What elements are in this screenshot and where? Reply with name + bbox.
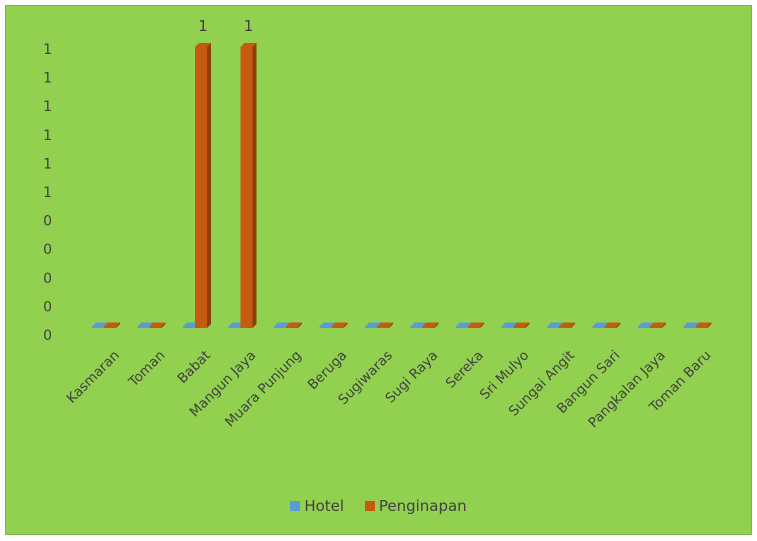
bar-penginapan-muara-punjung	[286, 322, 302, 328]
bar-penginapan-toman	[149, 322, 166, 328]
bar-penginapan-bangun-sari	[604, 322, 621, 328]
bar-penginapan-sri-mulyo	[513, 322, 530, 328]
y-tick-label: 0	[43, 299, 52, 315]
y-tick-label: 1	[43, 99, 52, 115]
x-tick-label: Kasmaran	[64, 348, 123, 407]
x-tick-label: Babat	[174, 348, 213, 387]
legend-item-penginapan: Penginapan	[364, 497, 467, 515]
x-tick-label: Toman	[125, 348, 168, 391]
legend-label-penginapan: Penginapan	[378, 497, 467, 515]
x-tick-label: Sereka	[443, 348, 487, 392]
legend-label-hotel: Hotel	[304, 497, 345, 515]
bar-penginapan-sungai-angit	[559, 322, 575, 328]
y-tick-label: 0	[43, 214, 52, 230]
bar-penginapan-mangun-jaya	[240, 43, 257, 328]
x-tick-label: Pangkalan Jaya	[585, 348, 669, 432]
y-tick-label: 0	[43, 328, 52, 344]
chart-area	[5, 5, 752, 535]
bar-penginapan-sugiwaras	[377, 322, 393, 328]
legend-swatch-hotel	[290, 501, 301, 511]
y-tick-label: 1	[43, 128, 52, 144]
legend: Hotel Penginapan	[0, 497, 757, 515]
y-axis: 0 0 0 0 0 1 1 1 1 1 1	[43, 42, 52, 344]
bar-penginapan-toman-baru	[695, 322, 712, 328]
legend-item-hotel: Hotel	[290, 497, 344, 515]
y-tick-label: 0	[43, 242, 52, 258]
plot-area	[92, 43, 712, 328]
bar-penginapan-sereka	[468, 322, 484, 328]
data-label: 1	[244, 17, 254, 35]
y-tick-label: 1	[43, 71, 52, 87]
bar-penginapan-babat	[195, 43, 211, 328]
legend-swatch-penginapan	[364, 501, 375, 511]
bar-penginapan-sugi-raya	[422, 322, 439, 328]
x-tick-label: Beruga	[305, 348, 351, 394]
bar-penginapan-kasmaran	[104, 322, 120, 328]
y-tick-label: 0	[43, 271, 52, 287]
y-tick-label: 1	[43, 156, 52, 172]
y-tick-label: 1	[43, 185, 52, 201]
bar-penginapan-pangkalan-jaya	[650, 322, 666, 328]
y-tick-label: 1	[43, 42, 52, 58]
bar-penginapan-beruga	[331, 322, 348, 328]
data-label: 1	[198, 17, 208, 35]
